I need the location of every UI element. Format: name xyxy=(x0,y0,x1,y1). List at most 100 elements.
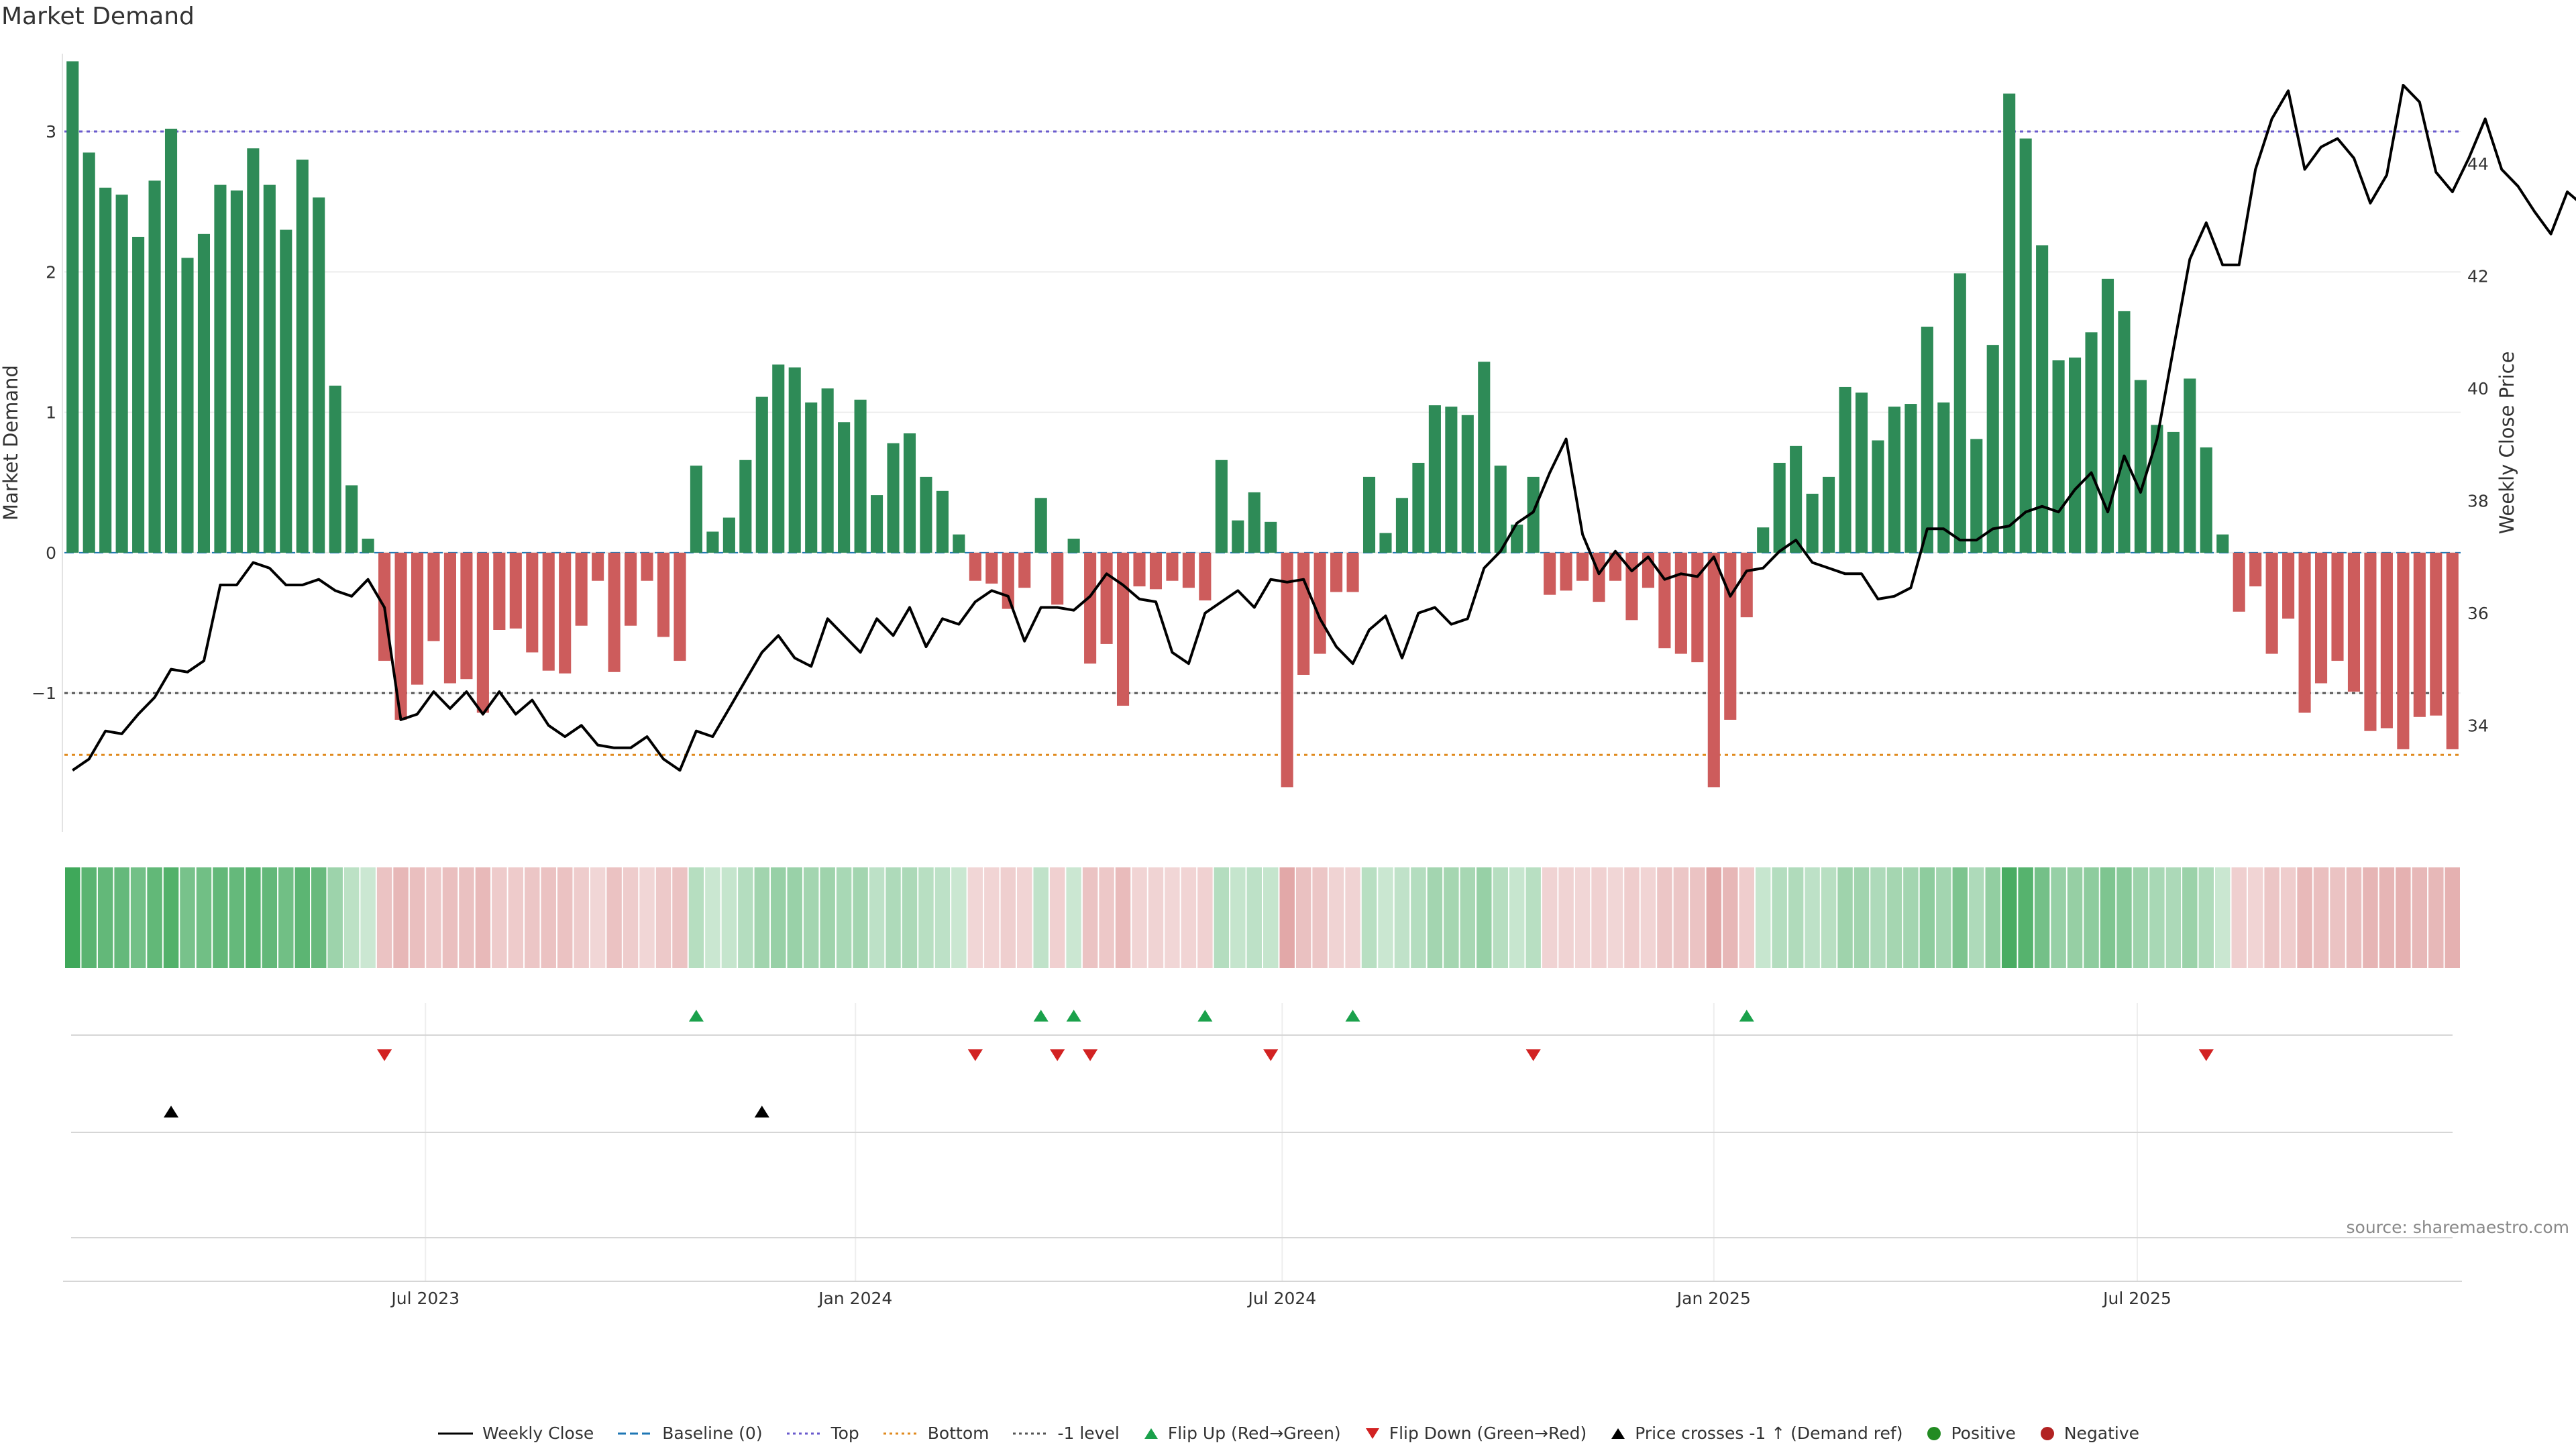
strip-cell xyxy=(1936,867,1951,968)
strip-cell xyxy=(2231,867,2247,968)
strip-cell xyxy=(1246,867,1262,968)
demand-bar xyxy=(2265,552,2278,654)
demand-bar xyxy=(838,422,851,553)
strip-cell xyxy=(1640,867,1656,968)
x-tick-label: Jan 2025 xyxy=(1676,1289,1751,1308)
demand-bar xyxy=(329,385,341,553)
demand-bar xyxy=(1182,552,1195,588)
strip-cell xyxy=(1574,867,1591,968)
demand-bar xyxy=(2036,245,2049,553)
demand-bar xyxy=(985,552,998,584)
triangle-up-icon xyxy=(1611,1428,1625,1439)
demand-bar xyxy=(247,148,260,553)
strip-cell xyxy=(1148,867,1164,968)
demand-bar xyxy=(1527,476,1540,553)
strip-cell xyxy=(1837,867,1853,968)
strip-cell xyxy=(1919,867,1935,968)
strip-cell xyxy=(754,867,770,968)
demand-bar xyxy=(2233,552,2245,612)
triangle-down-icon xyxy=(1365,1428,1379,1439)
strip-cell xyxy=(590,867,606,968)
legend-label: Bottom xyxy=(927,1424,989,1443)
dotted-line-icon xyxy=(1013,1432,1049,1434)
gridlines xyxy=(62,54,2461,832)
strip-cell xyxy=(853,867,868,968)
strip-cell xyxy=(426,867,441,968)
demand-bar xyxy=(1970,439,1983,553)
demand-bar xyxy=(706,531,719,553)
demand-bar xyxy=(2364,552,2377,731)
flip-up-marker xyxy=(1033,1010,1049,1022)
demand-bar xyxy=(1412,462,1425,553)
strip-cell xyxy=(1821,867,1837,968)
strip-cell xyxy=(262,867,278,968)
strip-cell xyxy=(229,867,245,968)
dotted-line-icon xyxy=(786,1432,822,1434)
legend-label: -1 level xyxy=(1057,1424,1120,1443)
y2-tick-label: 44 xyxy=(2467,154,2489,174)
strip-cell xyxy=(557,867,573,968)
strip-cell xyxy=(1279,867,1295,968)
strip-cell xyxy=(1772,867,1787,968)
strip-cell xyxy=(97,867,113,968)
demand-bar xyxy=(542,552,555,671)
demand-bar xyxy=(1478,362,1491,553)
demand-bar xyxy=(2298,552,2311,713)
strip-cell xyxy=(1312,867,1328,968)
strip-cell xyxy=(1969,867,1984,968)
strip-cell xyxy=(639,867,655,968)
flip-up-marker xyxy=(1345,1010,1360,1022)
flip-up-marker xyxy=(1066,1010,1081,1022)
flip-down-marker xyxy=(1525,1049,1541,1061)
strip-cell xyxy=(541,867,556,968)
strip-cell xyxy=(2198,867,2214,968)
demand-bar xyxy=(1823,476,1835,553)
demand-bar xyxy=(657,552,670,637)
demand-bar xyxy=(280,229,292,553)
y2-tick-label: 38 xyxy=(2467,491,2489,511)
strip-cell xyxy=(2067,867,2083,968)
demand-bar xyxy=(2184,378,2196,553)
strip-cell xyxy=(2018,867,2033,968)
strip-cell xyxy=(2116,867,2132,968)
demand-bar xyxy=(164,128,178,553)
chart-title: Market Demand xyxy=(1,3,195,30)
strip-cell xyxy=(311,867,327,968)
x-tick-label: Jul 2023 xyxy=(390,1289,460,1308)
strip-cell xyxy=(1788,867,1804,968)
legend-item-baseline: Baseline (0) xyxy=(616,1424,763,1443)
flip-up-marker xyxy=(688,1010,704,1022)
demand-bar xyxy=(1346,552,1359,592)
strip-cell xyxy=(2133,867,2149,968)
strip-cell xyxy=(1870,867,1886,968)
strip-cell xyxy=(1985,867,2000,968)
y-tick-label: 0 xyxy=(46,543,56,563)
demand-bar xyxy=(1806,493,1819,553)
flip-down-marker xyxy=(1050,1049,1065,1061)
demand-bar xyxy=(722,517,735,553)
strip-cell xyxy=(836,867,852,968)
strip-cell xyxy=(1394,867,1410,968)
demand-bar xyxy=(1232,520,1244,553)
source-credit: source: sharemaestro.com xyxy=(2346,1218,2570,1237)
strip-cell xyxy=(885,867,901,968)
strip-cell xyxy=(1952,867,1968,968)
strip-cell xyxy=(1739,867,1754,968)
dotted-line-icon xyxy=(883,1432,918,1434)
demand-bar xyxy=(66,61,79,553)
demand-bar xyxy=(2019,138,2032,553)
legend-item-bottom: Bottom xyxy=(882,1424,989,1443)
legend-label: Negative xyxy=(2063,1424,2140,1443)
demand-bar xyxy=(1593,552,1605,602)
strip-cell xyxy=(869,867,885,968)
demand-bar xyxy=(608,552,621,672)
strip-cell xyxy=(2280,867,2296,968)
demand-bar xyxy=(1067,538,1080,553)
demand-bar xyxy=(2446,552,2459,749)
y2-tick-label: 42 xyxy=(2467,267,2489,286)
strip-cell xyxy=(574,867,589,968)
demand-bar xyxy=(2314,552,2328,684)
demand-bar xyxy=(214,184,227,553)
strip-cell xyxy=(738,867,753,968)
demand-bar xyxy=(1986,345,1999,553)
